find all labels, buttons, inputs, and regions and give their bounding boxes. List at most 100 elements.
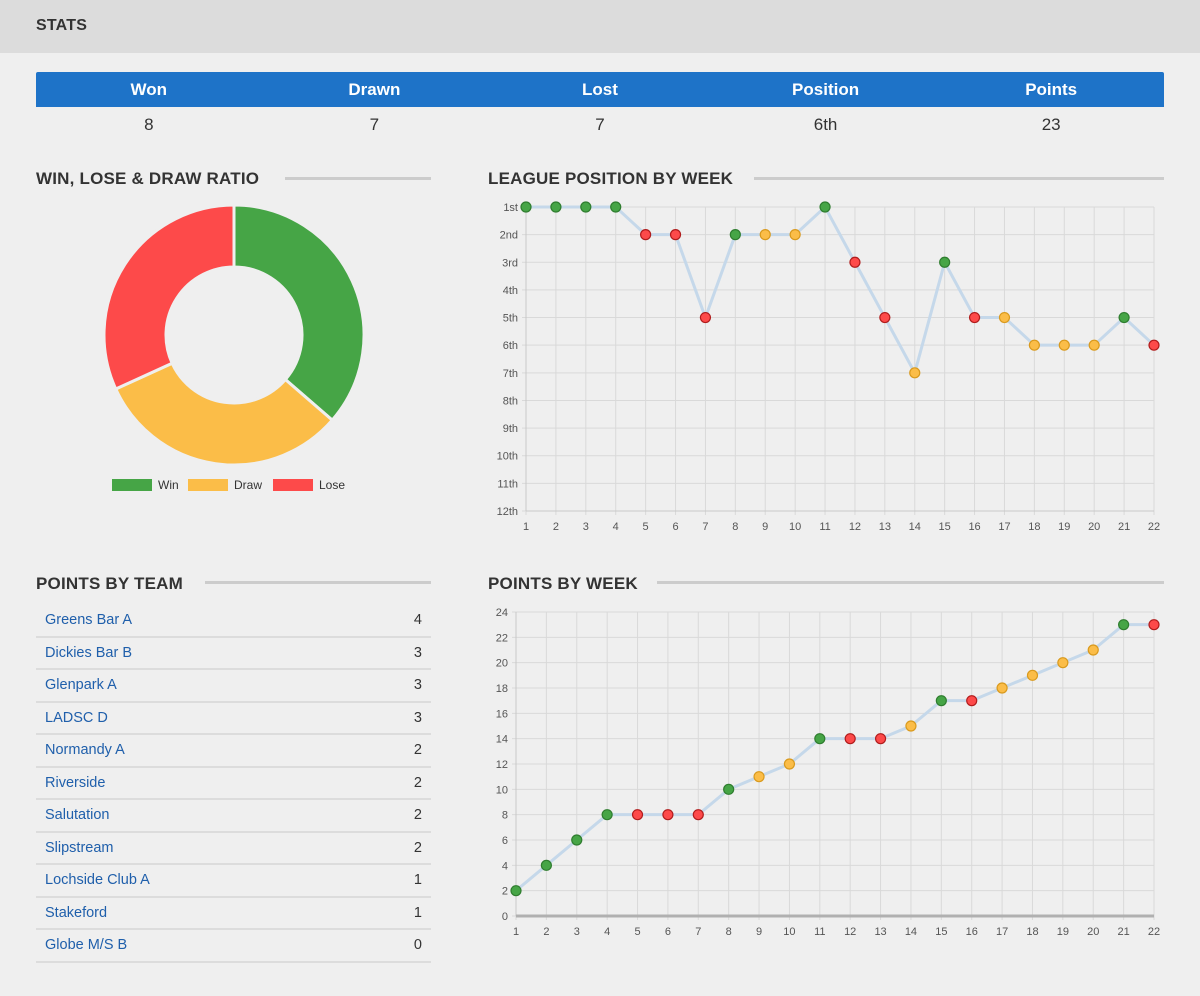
team-link[interactable]: Slipstream (45, 839, 114, 856)
x-tick-label: 15 (935, 926, 947, 938)
y-tick-label: 4 (502, 860, 508, 872)
ratio-donut-chart: Win Draw Lose (102, 203, 366, 492)
data-point-week-16[interactable] (966, 695, 978, 707)
league-position-chart: 1 2 3 4 5 6 7 8 9 10 11 12 13 14 15 16 17 18 19 20 21 221st2n… (497, 201, 1160, 533)
team-link[interactable]: Normandy A (45, 742, 125, 759)
team-link[interactable]: Salutation (45, 807, 110, 824)
data-point-week-4[interactable] (601, 809, 613, 821)
data-point-week-6[interactable] (662, 809, 674, 821)
team-link[interactable]: Lochside Club A (45, 872, 150, 889)
data-point-week-10[interactable] (789, 229, 801, 241)
drawn-header: Drawn (348, 79, 401, 99)
data-point-week-8[interactable] (723, 783, 735, 795)
list-item: Lochside Club A 1 (36, 865, 431, 898)
x-tick-label: 17 (998, 521, 1010, 533)
series-line (526, 204, 1156, 377)
data-point-week-4[interactable] (610, 201, 622, 213)
data-point-week-5[interactable] (631, 809, 644, 821)
y-tick-label: 8 (502, 810, 508, 822)
data-point-week-18[interactable] (1028, 339, 1040, 351)
team-points: 3 (413, 677, 422, 694)
x-tick-label: 21 (1118, 521, 1130, 533)
data-point-week-19[interactable] (1058, 339, 1070, 351)
legend-label-win: Win (158, 478, 179, 492)
data-point-week-7[interactable] (699, 311, 712, 324)
x-tick-label: 5 (643, 521, 649, 533)
data-point-week-22[interactable] (1148, 339, 1160, 351)
data-point-week-9[interactable] (753, 771, 765, 783)
data-point-week-1[interactable] (520, 201, 532, 213)
page-title: STATS (36, 17, 88, 34)
data-point-week-10[interactable] (783, 758, 796, 770)
data-point-week-16[interactable] (968, 311, 981, 324)
y-tick-label: 5th (503, 313, 518, 325)
list-item: LADSC D 3 (36, 703, 431, 735)
legend-label-draw: Draw (234, 478, 262, 492)
data-point-week-20[interactable] (1088, 339, 1100, 351)
x-tick-label: 3 (574, 926, 580, 938)
data-point-week-11[interactable] (819, 201, 831, 213)
data-point-week-3[interactable] (580, 201, 592, 213)
data-point-week-21[interactable] (1118, 619, 1130, 631)
legend-label-lose: Lose (319, 478, 345, 492)
team-link[interactable]: Glenpark A (45, 677, 117, 694)
data-point-week-12[interactable] (849, 256, 861, 268)
data-point-week-14[interactable] (905, 720, 917, 732)
team-points: 2 (413, 839, 422, 856)
ratio-title-rule (285, 177, 431, 180)
data-point-week-13[interactable] (879, 311, 891, 324)
list-item: Globe M/S B 0 (36, 930, 431, 963)
data-point-week-12[interactable] (844, 733, 856, 745)
data-point-week-18[interactable] (1026, 669, 1039, 681)
points-value: 23 (1041, 114, 1061, 134)
team-link[interactable]: Riverside (45, 774, 106, 791)
data-point-week-15[interactable] (939, 256, 951, 268)
data-point-week-3[interactable] (571, 834, 583, 846)
data-point-week-2[interactable] (550, 201, 562, 213)
y-tick-label: 12th (497, 506, 518, 518)
y-tick-label: 6th (503, 340, 518, 352)
team-link[interactable]: Stakeford (45, 904, 108, 921)
y-tick-label: 8th (503, 395, 518, 407)
x-tick-label: 9 (762, 521, 768, 533)
x-tick-label: 3 (583, 521, 589, 533)
data-point-week-17[interactable] (996, 682, 1008, 694)
team-points: 4 (413, 612, 422, 629)
x-tick-label: 12 (844, 926, 856, 938)
y-tick-label: 7th (503, 368, 518, 380)
data-point-week-5[interactable] (640, 229, 652, 241)
x-tick-label: 11 (814, 926, 825, 938)
team-link[interactable]: LADSC D (45, 709, 108, 726)
x-tick-label: 11 (819, 521, 830, 533)
x-tick-label: 16 (966, 926, 978, 938)
data-point-week-20[interactable] (1087, 644, 1099, 656)
x-tick-label: 6 (672, 521, 678, 533)
data-point-week-17[interactable] (998, 311, 1011, 324)
data-point-week-22[interactable] (1148, 619, 1160, 631)
data-point-week-11[interactable] (814, 733, 826, 745)
team-link[interactable]: Greens Bar A (45, 612, 133, 629)
x-tick-label: 4 (613, 521, 619, 533)
data-point-week-13[interactable] (874, 733, 887, 745)
legend-swatch-lose (273, 479, 313, 491)
data-point-week-15[interactable] (935, 695, 947, 707)
team-link[interactable]: Dickies Bar B (45, 644, 133, 661)
x-tick-label: 6 (665, 926, 671, 938)
team-points: 2 (413, 807, 422, 824)
data-point-week-1[interactable] (510, 885, 522, 897)
data-point-week-9[interactable] (759, 229, 771, 241)
team-link[interactable]: Globe M/S B (45, 937, 128, 954)
x-tick-label: 5 (634, 926, 640, 938)
data-point-week-14[interactable] (909, 367, 921, 379)
page-header: STATS (0, 0, 1200, 53)
data-point-week-8[interactable] (729, 229, 741, 241)
y-tick-label: 4th (503, 285, 518, 297)
data-point-week-6[interactable] (669, 229, 682, 241)
data-point-week-2[interactable] (540, 859, 552, 871)
data-point-week-21[interactable] (1118, 311, 1130, 324)
x-tick-label: 10 (783, 926, 795, 938)
data-point-week-19[interactable] (1057, 657, 1069, 669)
list-item: Dickies Bar B 3 (36, 638, 431, 670)
points-by-team-list: Greens Bar A 4 Dickies Bar B 3 Glenpark A 3 LA… (36, 605, 431, 963)
data-point-week-7[interactable] (692, 809, 704, 821)
